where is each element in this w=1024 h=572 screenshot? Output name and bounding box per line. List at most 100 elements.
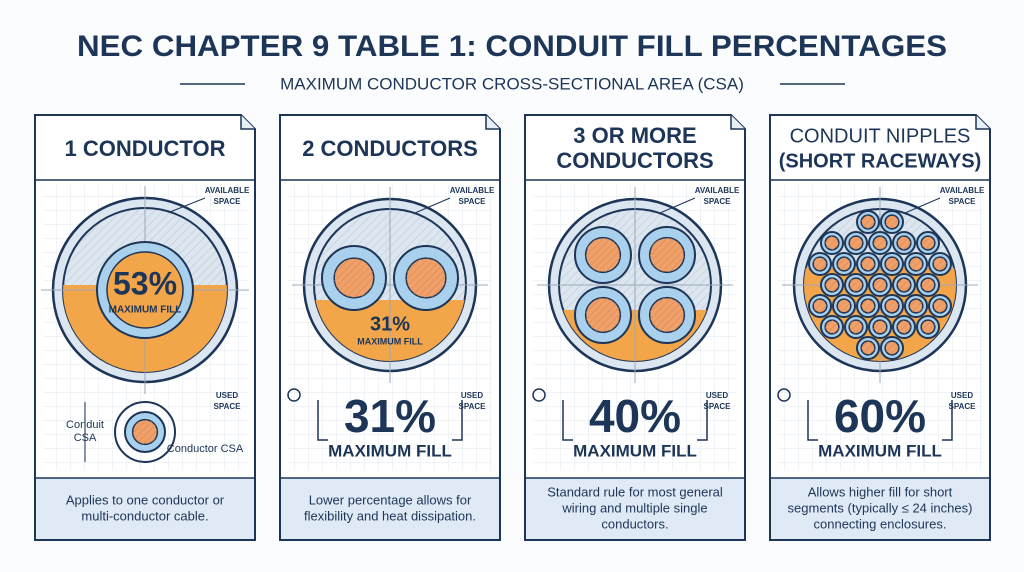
conductor-hatch: [909, 299, 923, 313]
conductor-label: Conductor CSA: [167, 443, 244, 455]
fill-label: MAXIMUM FILL: [818, 441, 942, 460]
conductor-hatch: [132, 419, 158, 445]
fill-label: MAXIMUM FILL: [328, 441, 452, 460]
conductor-hatch: [897, 320, 911, 334]
inner-percent: 31%: [370, 313, 410, 335]
available-label: AVAILABLE: [205, 186, 250, 195]
leader: [169, 197, 206, 213]
card-title: CONDUCTORS: [556, 148, 713, 173]
conductor-hatch: [897, 236, 911, 250]
conduit-label: Conduit: [66, 419, 104, 431]
conductor-hatch: [873, 320, 887, 334]
description: flexibility and heat dissipation.: [304, 508, 476, 523]
conductor-hatch: [861, 299, 875, 313]
leader: [904, 197, 941, 214]
card-title: (SHORT RACEWAYS): [779, 150, 982, 172]
icon: [777, 388, 791, 402]
conductor-hatch: [825, 236, 839, 250]
used-label: SPACE: [459, 402, 487, 411]
conductor-hatch: [885, 215, 899, 229]
conductor-hatch: [813, 299, 827, 313]
conductor-hatch: [849, 278, 863, 292]
conductor-hatch: [873, 278, 887, 292]
description: Applies to one conductor or: [66, 492, 225, 507]
conductor-hatch: [849, 236, 863, 250]
description: conductors.: [601, 516, 668, 531]
card-title: 3 OR MORE: [573, 123, 696, 148]
conductor-hatch: [649, 297, 685, 333]
used-label: USED: [461, 391, 483, 400]
description: Lower percentage allows for: [309, 492, 472, 507]
conductor-hatch: [813, 257, 827, 271]
card-fold: [240, 115, 255, 130]
used-label: SPACE: [214, 402, 242, 411]
bracket: [807, 400, 953, 441]
conductor-hatch: [885, 299, 899, 313]
available-label: SPACE: [459, 197, 487, 206]
used-label: SPACE: [704, 402, 732, 411]
card-fold: [975, 115, 990, 130]
conductor-hatch: [861, 257, 875, 271]
inner-percent: 53%: [113, 265, 177, 301]
description-box: [526, 478, 744, 539]
conductor-hatch: [406, 258, 446, 298]
card-fold: [730, 115, 745, 130]
description-box: [771, 478, 989, 539]
title: NEC CHAPTER 9 TABLE 1: CONDUIT FILL PERC…: [77, 30, 947, 63]
conductor-hatch: [585, 297, 621, 333]
conductor-hatch: [921, 320, 935, 334]
conductor-hatch: [933, 257, 947, 271]
conductor-hatch: [897, 278, 911, 292]
available-label: AVAILABLE: [940, 186, 985, 195]
leader: [414, 197, 451, 214]
subtitle: MAXIMUM CONDUCTOR CROSS-SECTIONAL AREA (…: [280, 74, 744, 93]
conductor-hatch: [885, 341, 899, 355]
conductor-hatch: [585, 237, 621, 273]
conductor-hatch: [825, 278, 839, 292]
inner-label: MAXIMUM FILL: [357, 336, 423, 346]
card-title: 1 CONDUCTOR: [65, 136, 226, 161]
card-title: CONDUIT NIPPLES: [790, 125, 971, 147]
card-title: 2 CONDUCTORS: [302, 136, 478, 161]
conductor-hatch: [837, 299, 851, 313]
conductor-hatch: [885, 257, 899, 271]
used-label: SPACE: [949, 402, 977, 411]
conductor-hatch: [873, 236, 887, 250]
leader: [659, 197, 696, 214]
conductor-hatch: [649, 237, 685, 273]
inner-label: MAXIMUM FILL: [109, 305, 182, 316]
available-label: SPACE: [704, 197, 732, 206]
icon: [532, 388, 546, 402]
conductor-hatch: [849, 320, 863, 334]
used-label: USED: [951, 391, 973, 400]
fill-percent: 40%: [589, 390, 681, 442]
description: segments (typically ≤ 24 inches): [788, 500, 973, 515]
description: Allows higher fill for short: [808, 484, 953, 499]
available-label: AVAILABLE: [695, 186, 740, 195]
card-fold: [485, 115, 500, 130]
used-label: USED: [706, 391, 728, 400]
fill-label: MAXIMUM FILL: [573, 441, 697, 460]
conductor-hatch: [921, 236, 935, 250]
conductor-core: [106, 251, 184, 329]
conductor-hatch: [837, 257, 851, 271]
description: wiring and multiple single: [561, 500, 707, 515]
bracket: [317, 400, 463, 441]
conductor-hatch: [933, 299, 947, 313]
icon: [287, 388, 301, 402]
conductor-hatch: [825, 320, 839, 334]
available-label: SPACE: [214, 197, 242, 206]
available-label: AVAILABLE: [450, 186, 495, 195]
description: multi-conductor cable.: [81, 508, 208, 523]
conductor-hatch: [861, 341, 875, 355]
conductor-hatch: [921, 278, 935, 292]
conduit-label: CSA: [74, 432, 97, 444]
available-label: SPACE: [949, 197, 977, 206]
fill-percent: 31%: [344, 390, 436, 442]
conductor-hatch: [334, 258, 374, 298]
conduit-icon: [114, 401, 176, 463]
description: Standard rule for most general: [547, 484, 723, 499]
description-box: [36, 478, 254, 539]
